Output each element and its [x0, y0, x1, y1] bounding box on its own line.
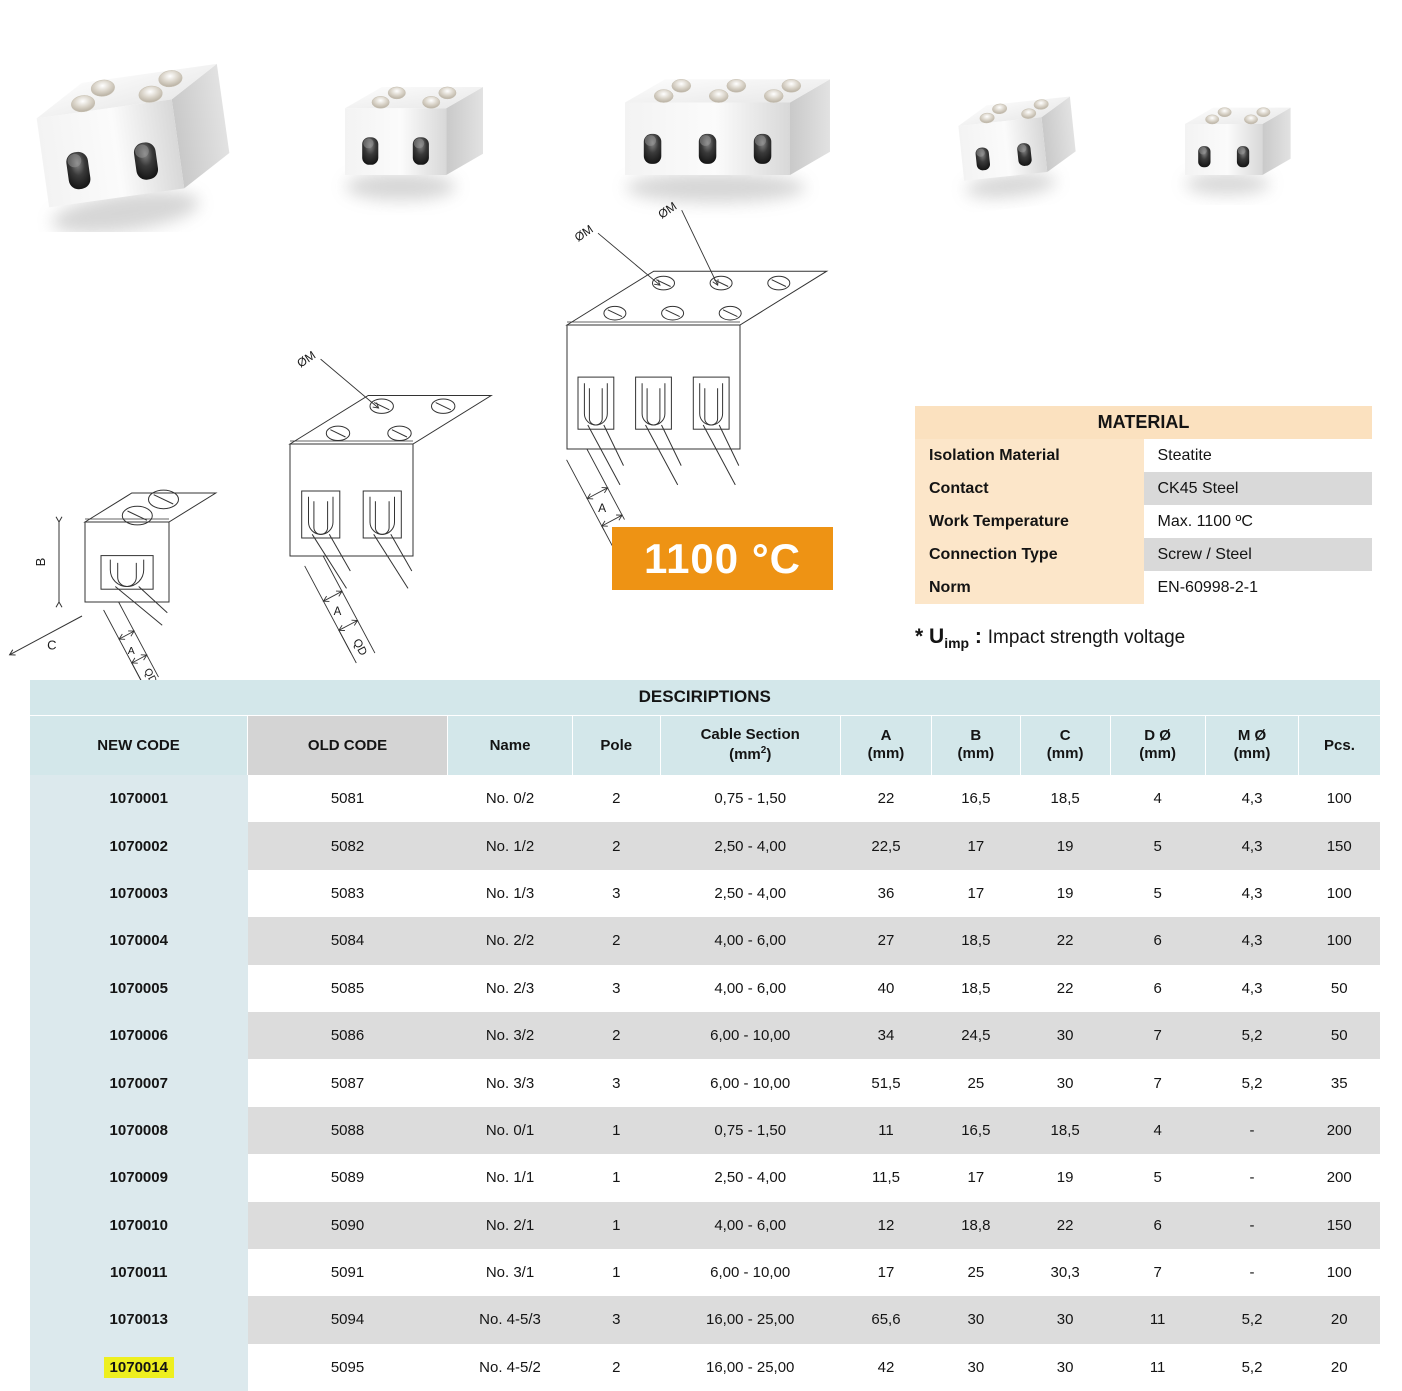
svg-text:ØM: ØM: [572, 222, 596, 244]
svg-text:A: A: [128, 645, 135, 657]
svg-text:ØM: ØM: [656, 199, 680, 221]
svg-text:QD: QD: [350, 637, 369, 658]
svg-text:A: A: [334, 606, 342, 618]
svg-text:B: B: [33, 558, 48, 567]
svg-text:ØM: ØM: [294, 348, 318, 370]
svg-text:C: C: [47, 637, 56, 652]
svg-text:A: A: [598, 501, 606, 515]
